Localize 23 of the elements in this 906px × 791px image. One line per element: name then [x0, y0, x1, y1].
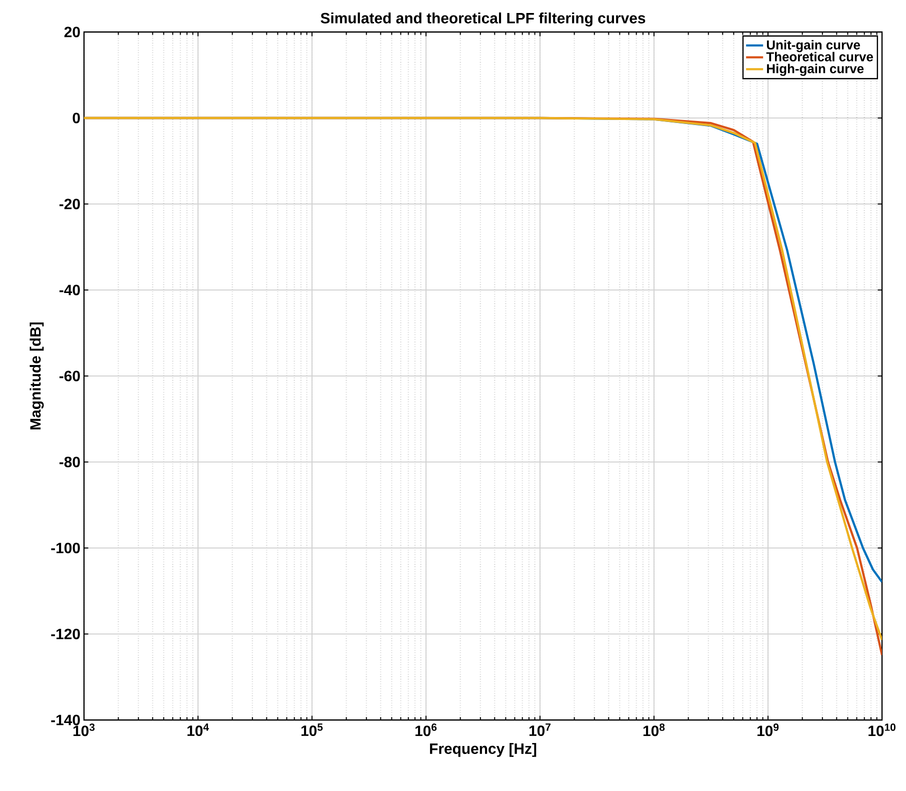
chart-title: Simulated and theoretical LPF filtering curves — [320, 12, 646, 26]
x-tick-label: 10$^{6}$ — [415, 724, 437, 736]
y-tick-label: -40 — [59, 284, 80, 296]
y-tick-label: 0 — [72, 112, 80, 124]
x-tick-label: 10$^{4}$ — [187, 724, 209, 736]
y-tick-label: -80 — [59, 456, 80, 468]
y-tick-label: -100 — [51, 542, 80, 554]
y-tick-label: -120 — [51, 628, 80, 640]
y-tick-label: -140 — [51, 714, 80, 726]
x-tick-label: 10$^{5}$ — [301, 724, 323, 736]
x-tick-label: 10$^{7}$ — [529, 724, 551, 736]
y-tick-label: -20 — [59, 198, 80, 210]
x-tick-label: 10$^{9}$ — [757, 724, 779, 736]
y-tick-label: 20 — [64, 26, 80, 38]
x-tick-label: 10$^{10}$ — [868, 724, 896, 736]
x-axis-title: Frequency [Hz] — [430, 743, 536, 757]
x-tick-label: 10$^{8}$ — [643, 724, 665, 736]
y-axis-title: Magnitude [dB] — [30, 322, 44, 430]
legend-label: Theoretical curve — [766, 52, 873, 62]
legend-label: Unit-gain curve — [766, 40, 860, 52]
x-tick-label: 10$^{3}$ — [73, 724, 95, 736]
legend-label: High-gain curve — [767, 64, 864, 76]
y-tick-label: -60 — [59, 370, 80, 382]
